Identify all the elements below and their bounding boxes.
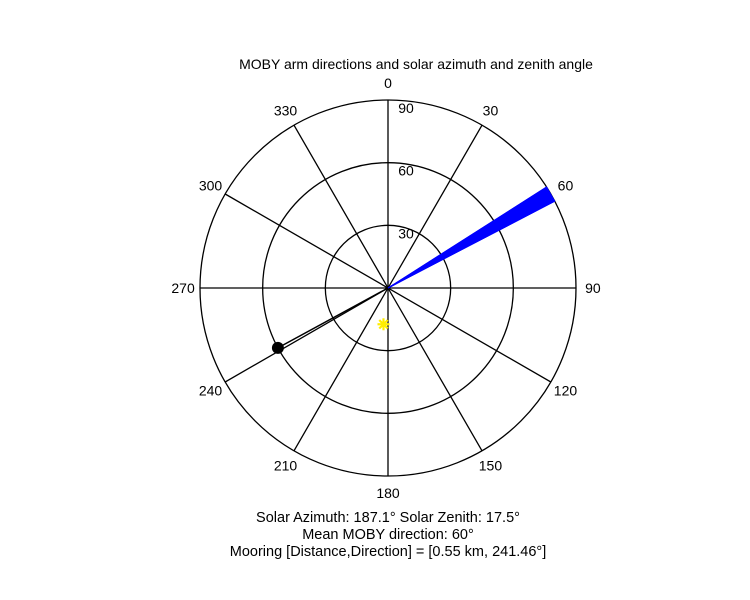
- angle-label-300: 300: [199, 178, 223, 194]
- radial-label-60: 60: [398, 163, 414, 179]
- angle-label-180: 180: [376, 485, 400, 501]
- angle-label-150: 150: [479, 457, 503, 473]
- caption-mooring: Mooring [Distance,Direction] = [0.55 km,…: [230, 544, 547, 560]
- sun-ray-3: [378, 319, 389, 330]
- angle-label-240: 240: [199, 382, 223, 398]
- angle-label-210: 210: [274, 457, 298, 473]
- tick-labels: 0 30 60 90 120 150 180 210 240 270 300 330 30 60 90: [171, 75, 601, 501]
- radial-label-30: 30: [398, 225, 414, 241]
- chart-title: MOBY arm directions and solar azimuth an…: [239, 56, 593, 72]
- caption-solar: Solar Azimuth: 187.1° Solar Zenith: 17.5…: [256, 510, 520, 526]
- radial-label-90: 90: [398, 100, 414, 116]
- angle-label-60: 60: [558, 178, 574, 194]
- angle-label-30: 30: [483, 103, 499, 119]
- chart-marks: [271, 186, 556, 354]
- arm-wedge: [387, 186, 556, 289]
- caption-mean-direction: Mean MOBY direction: 60°: [302, 527, 474, 543]
- mooring-marker: [271, 341, 284, 354]
- sun-marker: [377, 318, 390, 331]
- angle-label-120: 120: [554, 382, 578, 398]
- angle-label-90: 90: [585, 280, 601, 296]
- angle-label-330: 330: [274, 103, 298, 119]
- angle-label-0: 0: [384, 75, 392, 91]
- mooring-line: [277, 287, 389, 349]
- angle-label-270: 270: [171, 280, 195, 296]
